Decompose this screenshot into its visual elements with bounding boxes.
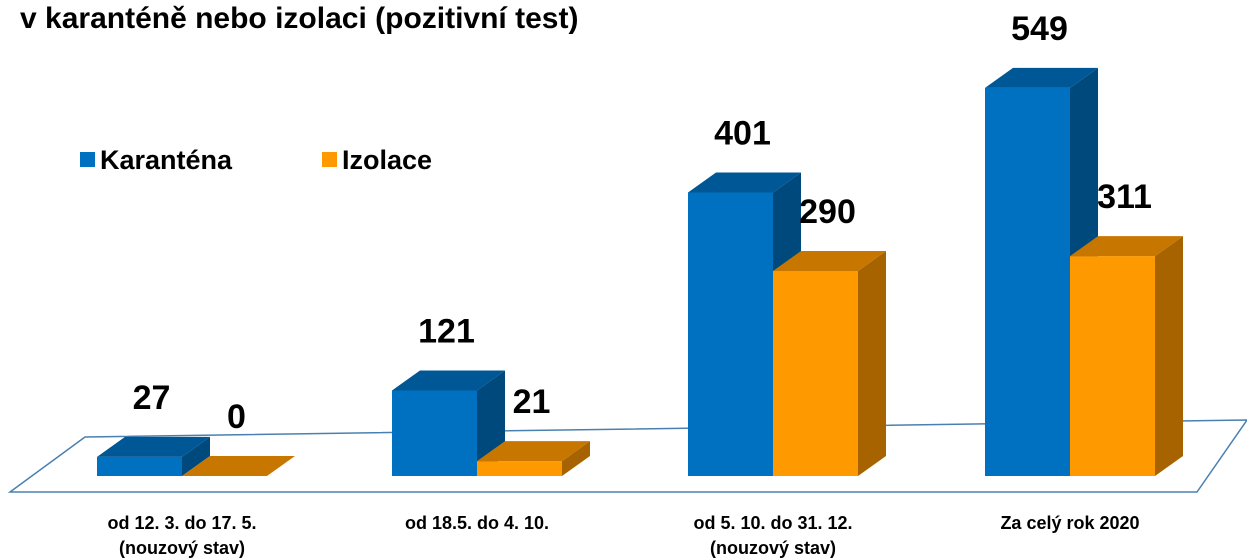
x-tick-label: od 5. 10. do 31. 12.	[693, 513, 852, 533]
legend-label: Izolace	[342, 145, 432, 175]
bar-top	[688, 172, 801, 193]
bar-top	[182, 456, 295, 476]
bar-top	[392, 370, 505, 391]
x-tick-label: (nouzový stav)	[710, 538, 836, 558]
legend-swatch	[80, 152, 95, 167]
bar-side	[182, 436, 210, 476]
data-label: 290	[799, 193, 856, 231]
x-tick-label: (nouzový stav)	[119, 538, 245, 558]
x-tick-label: od 12. 3. do 17. 5.	[107, 513, 256, 533]
bar-side	[562, 441, 590, 476]
bar-top	[477, 441, 590, 462]
bar-front	[1070, 256, 1155, 476]
bar-front	[985, 87, 1070, 477]
bar-top	[1070, 236, 1183, 257]
bar	[773, 250, 886, 476]
bar	[182, 456, 295, 476]
data-label: 401	[714, 114, 771, 152]
legend-label: Karanténa	[100, 145, 233, 175]
bar-side	[1155, 236, 1183, 476]
chart-title: v karanténě nebo izolaci (pozitivní test…	[20, 2, 578, 35]
x-tick-label: od 18.5. do 4. 10.	[405, 513, 549, 533]
bar-front	[477, 461, 562, 476]
bar	[97, 436, 210, 476]
bar-top	[985, 67, 1098, 88]
data-label: 549	[1011, 10, 1068, 48]
bar	[477, 441, 590, 476]
data-label: 0	[227, 398, 246, 436]
bar-front	[392, 390, 477, 476]
bar-front	[688, 192, 773, 477]
bar-front	[97, 456, 182, 476]
bar-top	[97, 436, 210, 457]
floor	[7, 419, 1247, 493]
data-label: 27	[133, 379, 171, 417]
bar	[1070, 236, 1183, 476]
legend-swatch	[322, 152, 337, 167]
data-label: 21	[513, 383, 551, 421]
data-label: 121	[418, 312, 475, 350]
bar-front	[773, 270, 858, 476]
data-label: 311	[1097, 178, 1152, 216]
x-tick-label: Za celý rok 2020	[1000, 513, 1139, 533]
bar-side	[858, 250, 886, 476]
bar-top	[773, 250, 886, 271]
